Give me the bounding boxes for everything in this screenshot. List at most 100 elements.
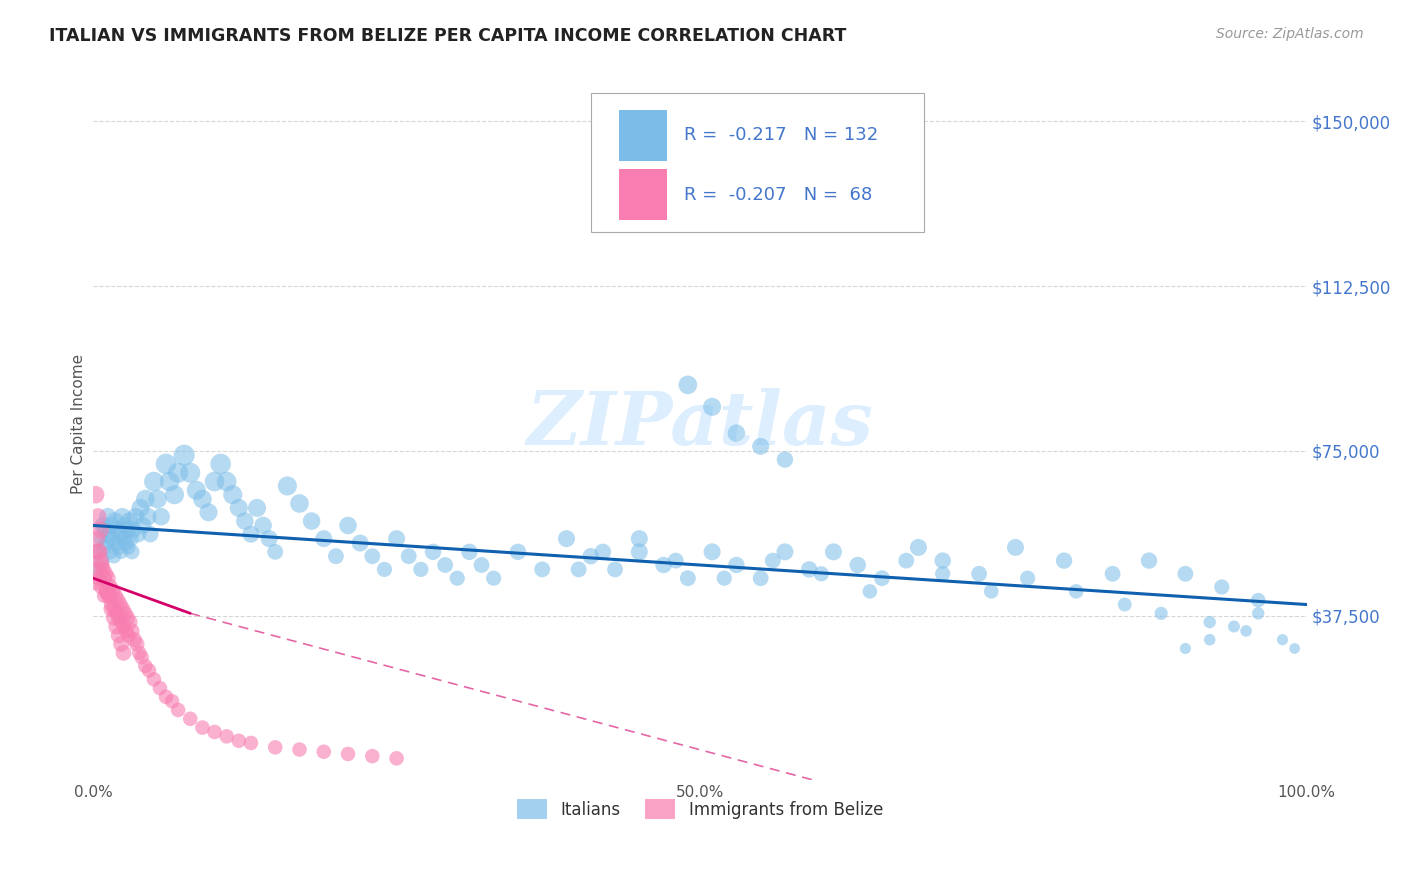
Point — [94, 523, 117, 537]
Point — [132, 518, 155, 533]
Point — [264, 545, 287, 559]
Point — [773, 545, 796, 559]
Point — [110, 615, 132, 629]
Point — [142, 475, 165, 489]
Point — [124, 509, 146, 524]
Point — [222, 488, 245, 502]
Point — [105, 536, 128, 550]
Point — [89, 523, 111, 537]
Point — [301, 514, 323, 528]
Point — [555, 532, 578, 546]
Point — [385, 751, 408, 765]
Point — [97, 527, 120, 541]
Point — [89, 562, 111, 576]
Point — [506, 545, 529, 559]
Point — [665, 553, 688, 567]
Point — [108, 527, 131, 541]
Point — [191, 721, 214, 735]
Point — [1198, 615, 1220, 629]
Point — [1247, 593, 1270, 607]
Point — [1004, 541, 1026, 555]
Point — [136, 509, 159, 524]
Point — [1198, 632, 1220, 647]
Point — [1053, 553, 1076, 567]
Point — [107, 611, 129, 625]
Point — [204, 475, 226, 489]
Point — [676, 377, 699, 392]
Point — [337, 518, 360, 533]
Point — [398, 549, 420, 564]
Point — [115, 536, 138, 550]
Point — [907, 541, 929, 555]
Point — [146, 492, 169, 507]
Point — [762, 553, 785, 567]
Text: ITALIAN VS IMMIGRANTS FROM BELIZE PER CAPITA INCOME CORRELATION CHART: ITALIAN VS IMMIGRANTS FROM BELIZE PER CA… — [49, 27, 846, 45]
Point — [89, 545, 111, 559]
Point — [385, 532, 408, 546]
Point — [90, 558, 112, 572]
Point — [93, 541, 115, 555]
Point — [122, 523, 145, 537]
Point — [482, 571, 505, 585]
Point — [97, 589, 120, 603]
Point — [115, 523, 138, 537]
Point — [93, 571, 115, 585]
Point — [167, 703, 190, 717]
Point — [191, 492, 214, 507]
Point — [373, 562, 395, 576]
Point — [422, 545, 444, 559]
Point — [97, 509, 120, 524]
Point — [846, 558, 869, 572]
Point — [1234, 624, 1257, 638]
Point — [276, 479, 298, 493]
Point — [86, 562, 108, 576]
Point — [142, 672, 165, 686]
Point — [349, 536, 371, 550]
Point — [131, 650, 153, 665]
Point — [84, 575, 107, 590]
Point — [967, 566, 990, 581]
Point — [103, 611, 125, 625]
Point — [114, 607, 136, 621]
Point — [107, 628, 129, 642]
Point — [700, 545, 723, 559]
Y-axis label: Per Capita Income: Per Capita Income — [72, 354, 86, 494]
Point — [96, 584, 118, 599]
Point — [89, 553, 111, 567]
FancyBboxPatch shape — [619, 110, 668, 161]
Point — [312, 532, 335, 546]
Point — [228, 733, 250, 747]
Point — [127, 527, 149, 541]
Point — [628, 532, 651, 546]
Point — [117, 628, 139, 642]
Point — [810, 566, 832, 581]
Point — [233, 514, 256, 528]
Point — [97, 589, 120, 603]
Point — [96, 584, 118, 599]
Point — [1017, 571, 1039, 585]
Point — [118, 615, 141, 629]
Point — [628, 545, 651, 559]
Point — [104, 589, 127, 603]
Point — [87, 509, 110, 524]
Point — [105, 619, 128, 633]
Point — [799, 562, 821, 576]
Point — [434, 558, 457, 572]
Point — [1174, 566, 1197, 581]
Point — [209, 457, 232, 471]
Point — [107, 523, 129, 537]
Point — [197, 505, 219, 519]
Point — [91, 518, 114, 533]
Point — [160, 694, 183, 708]
Point — [138, 664, 160, 678]
Point — [107, 593, 129, 607]
Point — [86, 532, 108, 546]
Point — [713, 571, 735, 585]
Point — [100, 602, 122, 616]
Point — [94, 566, 117, 581]
Point — [97, 571, 120, 585]
Point — [204, 725, 226, 739]
Point — [112, 532, 135, 546]
Point — [288, 496, 311, 510]
Point — [84, 488, 107, 502]
